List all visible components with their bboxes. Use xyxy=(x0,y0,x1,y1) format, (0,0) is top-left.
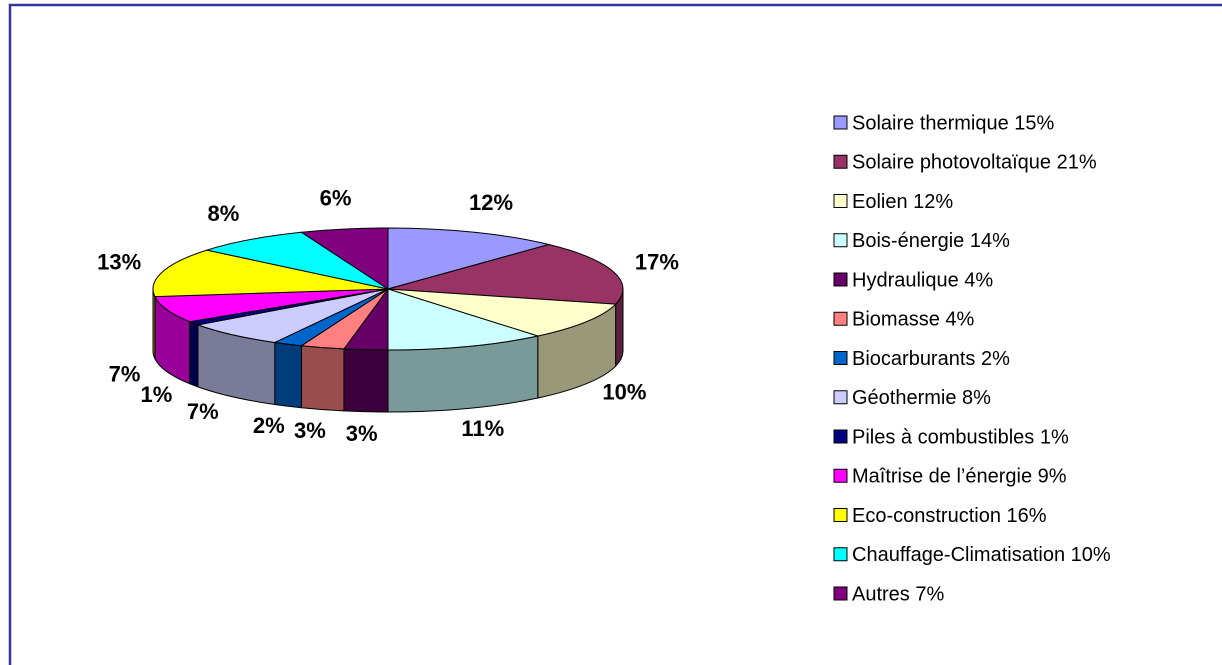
data-label: 8% xyxy=(208,201,240,226)
data-label: 11% xyxy=(461,416,504,441)
legend-label: Eolien 12% xyxy=(852,191,953,213)
slice xyxy=(387,288,617,337)
data-label: 3% xyxy=(294,418,326,443)
legend-swatch xyxy=(833,233,848,248)
data-label: 3% xyxy=(346,421,378,446)
slice xyxy=(300,227,389,290)
legend-label: Biomasse 4% xyxy=(852,309,974,331)
legend-swatch xyxy=(833,390,848,405)
legend-swatch xyxy=(833,115,848,130)
slice-side xyxy=(274,341,302,409)
legend-label: Géothermie 8% xyxy=(852,387,991,409)
data-label: 12% xyxy=(469,190,513,215)
slice-side xyxy=(189,320,199,388)
legend-label: Eco-construction 16% xyxy=(852,505,1047,527)
legend-label: Bois-énergie 14% xyxy=(852,230,1010,252)
legend-label: Piles à combustibles 1% xyxy=(852,426,1069,448)
legend-label: Chauffage-Climatisation 10% xyxy=(852,544,1111,566)
legend-swatch xyxy=(833,429,848,444)
legend-swatch xyxy=(833,194,848,208)
slice xyxy=(154,288,389,323)
data-label: 13% xyxy=(97,249,141,274)
slice xyxy=(387,288,540,351)
legend-swatch xyxy=(833,586,848,601)
legend-swatch xyxy=(833,272,848,287)
slice xyxy=(152,249,389,298)
data-label: 17% xyxy=(635,249,679,274)
slice xyxy=(387,244,624,305)
slice-side xyxy=(300,345,345,412)
slice-side xyxy=(152,288,156,359)
legend-swatch xyxy=(833,311,848,326)
data-label: 6% xyxy=(320,185,352,210)
data-label: 1% xyxy=(141,382,173,407)
slice-side xyxy=(343,348,389,413)
data-label: 7% xyxy=(187,399,219,424)
slice xyxy=(195,288,389,343)
legend-swatch xyxy=(833,547,848,562)
legend-label: Solaire photovoltaïque 21% xyxy=(852,152,1097,174)
slice xyxy=(387,227,551,290)
legend-label: Autres 7% xyxy=(852,583,944,605)
legend-label: Maîtrise de l’énergie 9% xyxy=(852,466,1067,488)
legend-label: Biocarburants 2% xyxy=(852,348,1010,370)
legend-swatch xyxy=(833,154,848,169)
legend-label: Solaire thermique 15% xyxy=(852,112,1055,134)
legend-swatch xyxy=(833,468,848,483)
data-label: 2% xyxy=(253,413,285,438)
legend-swatch xyxy=(833,508,848,522)
data-label: 7% xyxy=(109,361,141,386)
slice xyxy=(204,231,389,290)
data-label: 10% xyxy=(602,379,646,404)
legend-label: Hydraulique 4% xyxy=(852,269,993,291)
legend-swatch xyxy=(833,351,848,365)
